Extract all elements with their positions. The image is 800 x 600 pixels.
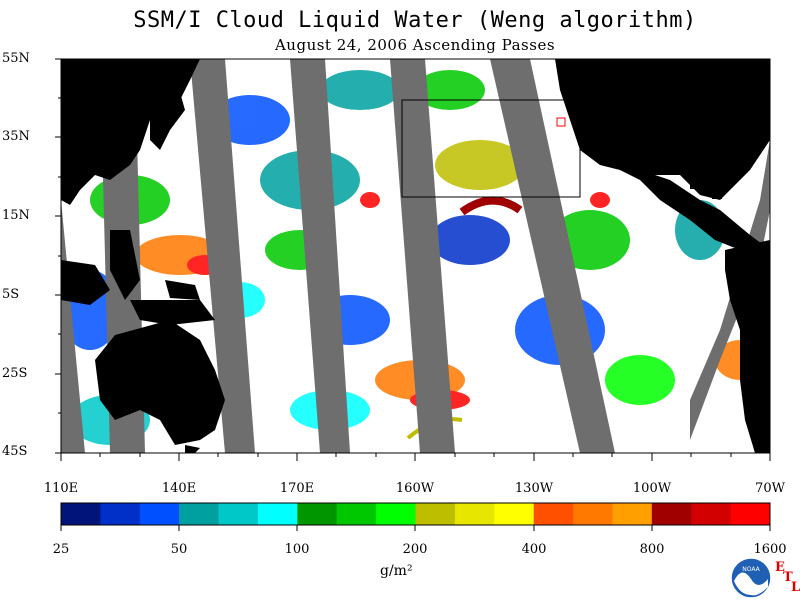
lat-label-45s: 45S [2,444,28,459]
land-masses [61,59,770,453]
colorbar-swatch [730,503,771,525]
lon-label-160w: 160W [395,481,435,496]
lon-label-70w: 70W [755,481,785,496]
lon-label-130w: 130W [514,481,554,496]
lon-label-110e: 110E [43,481,79,496]
lon-label-140e: 140E [161,481,197,496]
station-marker [556,117,566,127]
colorbar-label-1600: 1600 [753,542,787,557]
colorbar-swatch [100,503,141,525]
caribbean-islands [690,185,722,199]
colorbar-swatch [297,503,338,525]
lat-label-5s: 5S [2,287,20,302]
colorbar-label-100: 100 [284,542,310,557]
arc-feature [459,196,523,216]
colorbar-swatch [691,503,732,525]
etl-letter-l: L [791,580,800,595]
colorbar-swatch [139,503,180,525]
colorbar-swatch [336,503,377,525]
colorbar-label-200: 200 [402,542,428,557]
colorbar-swatch [454,503,495,525]
colorbar-ticks [60,525,771,531]
noaa-logo-icon: NOAA [730,557,772,599]
colorbar-swatch [218,503,259,525]
chart-title: SSM/I Cloud Liquid Water (Weng algorithm… [133,8,697,33]
colorbar-label-800: 800 [639,542,665,557]
etl-letter-e: E [775,560,785,575]
colorbar-swatch [651,503,692,525]
colorbar-swatch [257,503,298,525]
colorbar-label-400: 400 [521,542,547,557]
colorbar-swatch [494,503,535,525]
colorbar-label-50: 50 [170,542,188,557]
colorbar-swatch [179,503,220,525]
colorbar-swatch [612,503,653,525]
colorbar [61,503,771,525]
lat-label-55n: 55N [2,51,30,66]
lat-label-25s: 25S [2,366,28,381]
chart-subtitle: August 24, 2006 Ascending Passes [274,36,556,54]
colorbar-units: g/m² [380,563,413,579]
noaa-logo-text: NOAA [742,566,760,573]
lat-label-15n: 15N [2,208,30,223]
colorbar-label-25: 25 [52,542,70,557]
lat-label-35n: 35N [2,129,30,144]
lon-label-170e: 170E [279,481,315,496]
colorbar-swatch [415,503,456,525]
lon-label-100w: 100W [632,481,672,496]
colorbar-swatch [573,503,613,525]
region-box [401,99,581,198]
colorbar-swatch [61,503,101,525]
axis-ticks [55,58,771,461]
colorbar-swatch [376,503,416,525]
colorbar-swatch [533,503,574,525]
etl-letter-t: T [783,570,793,585]
